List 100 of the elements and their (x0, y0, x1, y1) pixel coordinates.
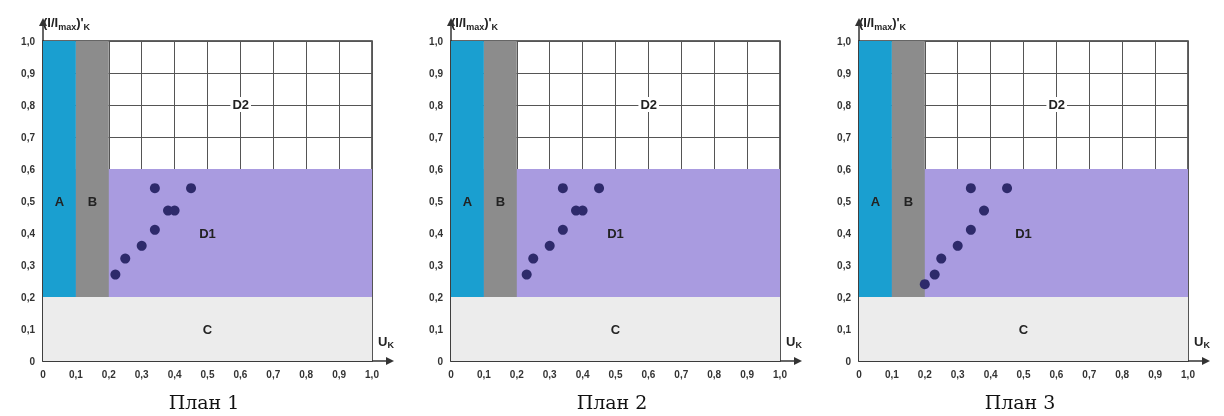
x-tick-label: 0,1 (884, 368, 900, 380)
y-tick-label: 0,3 (837, 259, 852, 271)
band-label: C (202, 321, 213, 337)
point (120, 253, 131, 264)
x-tick-label: 0,6 (233, 368, 248, 380)
text: План 1 (168, 390, 240, 413)
x-tick-label: 0,1 (476, 368, 492, 380)
point (919, 279, 930, 290)
band-label: C (1018, 321, 1029, 337)
x-tick-label: 0,5 (608, 368, 623, 380)
x-tick-label: 0,5 (200, 368, 215, 380)
y-tick-label: 1,0 (21, 35, 36, 47)
x-tick-label: 1,0 (773, 368, 788, 380)
y-tick-label: 0,4 (837, 227, 852, 239)
x-tick-label: 0,4 (167, 368, 182, 380)
y-tick-label: 0,7 (21, 131, 36, 143)
x-tick-label: 0,9 (740, 368, 755, 380)
point (186, 183, 197, 194)
band-label: B (87, 193, 98, 209)
y-tick-label: 0,8 (21, 99, 36, 111)
y-tick-label: 0,9 (429, 67, 444, 79)
y-tick-label: 0,2 (837, 291, 852, 303)
y-tick-label: 0,7 (837, 131, 852, 143)
y-tick-label: 0,3 (429, 259, 444, 271)
point (136, 240, 147, 251)
x-tick-label: 0,8 (1115, 368, 1130, 380)
y-tick-label: 1,0 (429, 35, 444, 47)
y-tick-label: 0,3 (21, 259, 36, 271)
y-tick-label: 0,9 (21, 67, 36, 79)
y-tick-label: 0,1 (837, 323, 852, 335)
y-tick-label: 0,8 (837, 99, 852, 111)
point (149, 183, 160, 194)
x-tick-label: 0,2 (917, 368, 933, 380)
x-tick-label: 0 (40, 368, 47, 380)
x-tick-label: 0,9 (1148, 368, 1163, 380)
x-tick-label: 1,0 (365, 368, 380, 380)
x-tick-label: 0,4 (983, 368, 998, 380)
x-tick-label: 0,2 (509, 368, 525, 380)
x-tick-label: 0,6 (1049, 368, 1064, 380)
y-tick-label: 0,5 (429, 195, 444, 207)
band-label: B (903, 193, 914, 209)
band-label: D1 (607, 225, 624, 241)
y-tick-label: 0 (437, 355, 444, 367)
point (929, 269, 940, 280)
point (952, 240, 963, 251)
x-tick-label: 0,8 (299, 368, 314, 380)
y-tick-label: 0,6 (21, 163, 36, 175)
point (521, 269, 532, 280)
x-tick-label: 0,8 (707, 368, 722, 380)
y-tick-label: 0,1 (21, 323, 36, 335)
x-tick-label: 0,2 (101, 368, 117, 380)
y-tick-label: 0,9 (837, 67, 852, 79)
point (965, 183, 976, 194)
x-tick-label: 0,7 (1082, 368, 1097, 380)
y-tick-label: 0,5 (21, 195, 36, 207)
point (149, 224, 160, 235)
x-tick-label: 0,7 (674, 368, 689, 380)
x-tick-label: 0,7 (266, 368, 281, 380)
y-tick-label: 1,0 (837, 35, 852, 47)
x-tick-label: 0 (856, 368, 863, 380)
text: План 3 (984, 390, 1056, 413)
band-label: A (870, 193, 881, 209)
x-tick-label: 0,6 (641, 368, 656, 380)
point (1002, 183, 1013, 194)
y-tick-label: 0,6 (429, 163, 444, 175)
point (557, 224, 568, 235)
y-tick-label: 0,5 (837, 195, 852, 207)
point (965, 224, 976, 235)
x-tick-label: 0,5 (1016, 368, 1031, 380)
band-label: A (462, 193, 473, 209)
y-tick-label: 0,2 (429, 291, 444, 303)
y-tick-label: 0,2 (21, 291, 36, 303)
x-tick-label: 0,1 (68, 368, 84, 380)
point (557, 183, 568, 194)
annotation: D2 (640, 97, 658, 112)
x-tick-label: 0,4 (575, 368, 590, 380)
x-tick-label: 0,3 (134, 368, 150, 380)
y-tick-label: 0,7 (429, 131, 444, 143)
x-tick-label: 0,3 (950, 368, 966, 380)
band-label: D1 (1015, 225, 1032, 241)
x-tick-label: 0 (448, 368, 455, 380)
x-tick-label: 1,0 (1181, 368, 1196, 380)
band-label: D1 (199, 225, 216, 241)
y-tick-label: 0 (845, 355, 852, 367)
text: План 2 (576, 390, 648, 413)
y-tick-label: 0,4 (21, 227, 36, 239)
band-label: C (610, 321, 621, 337)
point (110, 269, 121, 280)
y-tick-label: 0 (29, 355, 36, 367)
point (594, 183, 605, 194)
y-tick-label: 0,8 (429, 99, 444, 111)
point (936, 253, 947, 264)
point (528, 253, 539, 264)
point (979, 205, 990, 216)
y-tick-label: 0,4 (429, 227, 444, 239)
x-tick-label: 0,9 (332, 368, 347, 380)
band-label: B (495, 193, 506, 209)
y-tick-label: 0,1 (429, 323, 444, 335)
annotation: D2 (1048, 97, 1066, 112)
y-tick-label: 0,6 (837, 163, 852, 175)
